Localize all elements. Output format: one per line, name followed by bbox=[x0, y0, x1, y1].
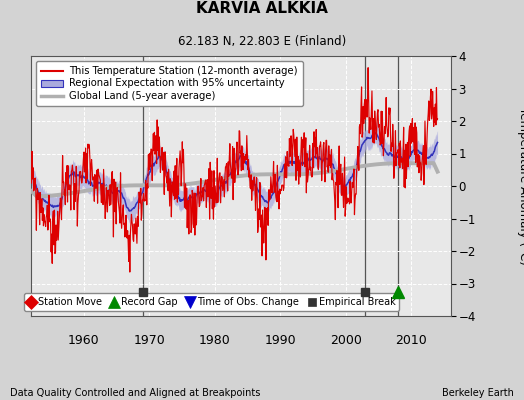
Legend: Station Move, Record Gap, Time of Obs. Change, Empirical Break: Station Move, Record Gap, Time of Obs. C… bbox=[24, 293, 399, 311]
Y-axis label: Temperature Anomaly (°C): Temperature Anomaly (°C) bbox=[517, 107, 524, 265]
Text: 1960: 1960 bbox=[68, 334, 100, 347]
Text: 1980: 1980 bbox=[199, 334, 231, 347]
Text: 62.183 N, 22.803 E (Finland): 62.183 N, 22.803 E (Finland) bbox=[178, 35, 346, 48]
Text: 1990: 1990 bbox=[265, 334, 296, 347]
Text: KARVIA ALKKIA: KARVIA ALKKIA bbox=[196, 1, 328, 16]
Text: 2010: 2010 bbox=[396, 334, 427, 347]
Text: 2000: 2000 bbox=[330, 334, 362, 347]
Text: 1970: 1970 bbox=[134, 334, 165, 347]
Text: Berkeley Earth: Berkeley Earth bbox=[442, 388, 514, 398]
Text: Data Quality Controlled and Aligned at Breakpoints: Data Quality Controlled and Aligned at B… bbox=[10, 388, 261, 398]
